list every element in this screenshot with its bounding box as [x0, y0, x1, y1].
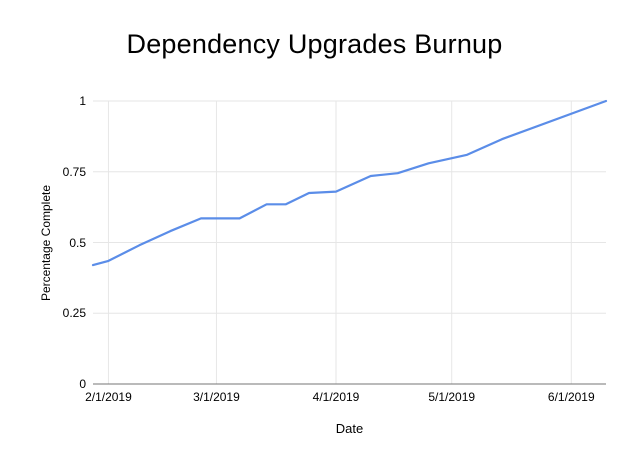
x-axis-title: Date: [335, 421, 364, 436]
y-tick-label: 0.75: [62, 164, 86, 179]
x-tick-label: 3/1/2019: [193, 390, 240, 404]
x-tick-label: 5/1/2019: [428, 390, 476, 404]
chart-title: Dependency Upgrades Burnup: [126, 29, 503, 59]
y-tick-label: 1: [79, 94, 86, 108]
x-tick-label: 6/1/2019: [547, 390, 595, 404]
y-tick-label: 0: [79, 377, 86, 391]
y-tick-label: 0.25: [62, 306, 86, 321]
y-tick-label: 0.5: [69, 235, 86, 250]
x-tick-label: 4/1/2019: [312, 390, 360, 404]
y-axis-title: Percentage Complete: [39, 184, 53, 302]
series-line: [91, 99, 608, 267]
x-tick-label: 2/1/2019: [85, 390, 132, 404]
